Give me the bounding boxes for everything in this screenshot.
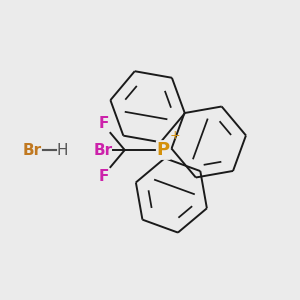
- Text: F: F: [98, 169, 109, 184]
- Text: P: P: [157, 141, 170, 159]
- Text: +: +: [169, 129, 180, 142]
- Text: F: F: [98, 116, 109, 131]
- Text: Br: Br: [23, 142, 42, 158]
- Text: H: H: [57, 142, 68, 158]
- Text: Br: Br: [94, 142, 113, 158]
